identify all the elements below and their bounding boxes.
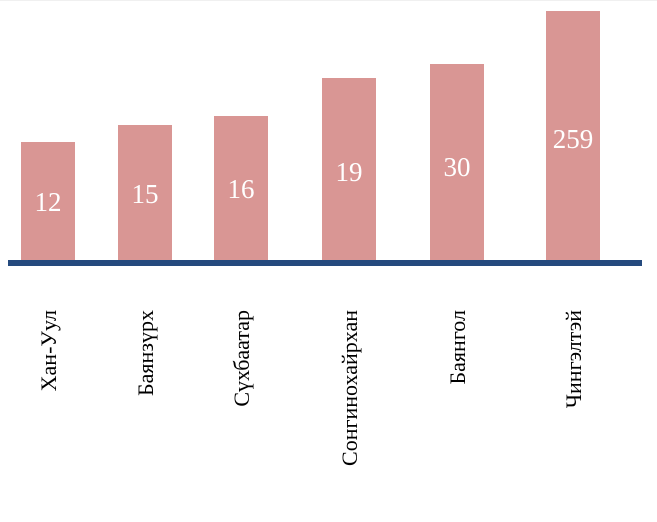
- category-label-1: Хан-Уул: [36, 310, 61, 391]
- bar-6: [546, 11, 600, 261]
- bar-4: [322, 78, 376, 261]
- category-label-4: Сонгинохайрхан: [337, 310, 362, 466]
- bar-1: [21, 142, 75, 261]
- value-label-2: 15: [132, 179, 159, 209]
- bar-2: [118, 125, 172, 261]
- category-label-2: Баянзүрх: [133, 310, 158, 396]
- category-label-3: Сүхбаатар: [229, 310, 254, 407]
- top-border-line: [0, 0, 657, 1]
- value-label-6: 259: [553, 124, 594, 154]
- bar-5: [430, 64, 484, 261]
- value-label-1: 12: [35, 187, 62, 217]
- value-label-3: 16: [228, 174, 255, 204]
- value-label-5: 30: [444, 152, 471, 182]
- value-label-4: 19: [336, 157, 363, 187]
- category-label-5: Баянгол: [445, 310, 470, 384]
- category-label-6: Чингэлтэй: [561, 310, 586, 408]
- bar-3: [214, 116, 268, 261]
- x-axis-line: [8, 260, 642, 266]
